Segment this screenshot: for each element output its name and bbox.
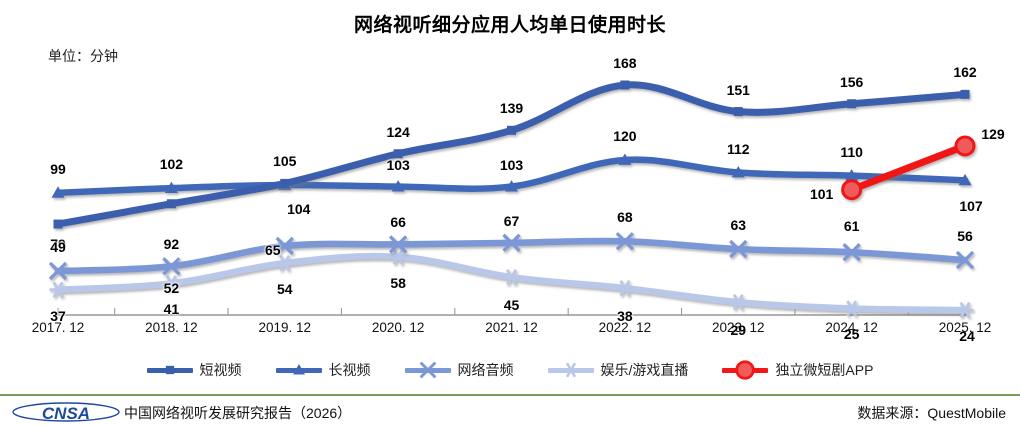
legend-item-0[interactable]: 短视频 [146, 360, 242, 380]
data-label: 162 [953, 64, 977, 81]
legend-marker-triangle-icon [275, 363, 322, 377]
legend-item-2[interactable]: 网络音频 [404, 360, 514, 380]
data-label: 102 [159, 156, 184, 173]
legend-item-3[interactable]: 娱乐/游戏直播 [547, 360, 689, 380]
legend-marker-asterisk-icon [547, 362, 594, 378]
data-label: 25 [843, 326, 860, 343]
data-label: 68 [617, 209, 633, 226]
data-label: 139 [499, 100, 524, 117]
x-tick-label: 2025. 12 [938, 320, 992, 335]
legend-marker-square-icon [146, 363, 193, 377]
data-label: 65 [264, 241, 281, 258]
data-label: 79 [50, 236, 66, 253]
x-tick-label: 2024. 12 [825, 320, 878, 335]
legend-item-4[interactable]: 独立微短剧APP [722, 360, 873, 380]
data-label: 120 [613, 128, 637, 144]
x-tick-label: 2020. 12 [371, 320, 425, 335]
unit-label: 单位：分钟 [48, 48, 118, 64]
report-name: 中国网络视听发展研究报告（2026） [124, 405, 352, 421]
legend-label: 短视频 [199, 362, 242, 378]
data-label: 24 [959, 328, 975, 344]
legend-label: 独立微短剧APP [775, 362, 874, 378]
legend-item-1[interactable]: 长视频 [275, 360, 371, 380]
svg-text:CNSA: CNSA [42, 404, 90, 423]
legend-marker-circle-icon [722, 360, 769, 380]
data-label: 104 [287, 201, 311, 217]
data-label: 168 [613, 55, 637, 71]
data-label: 52 [163, 280, 180, 297]
x-tick-label: 2023. 12 [711, 320, 765, 335]
series-4 [841, 135, 976, 201]
x-tick-label: 2019. 12 [258, 320, 312, 335]
data-label: 105 [273, 153, 297, 170]
data-label: 103 [386, 156, 410, 173]
series-2 [48, 232, 975, 281]
data-label: 37 [50, 307, 66, 324]
chart-legend: 短视频 长视频 网络音频 娱乐/游戏直播 独立微短剧APP [0, 360, 1020, 380]
data-label: 56 [957, 228, 973, 244]
data-label: 103 [499, 156, 524, 173]
legend-marker-x-icon [404, 361, 451, 379]
data-label: 101 [809, 185, 834, 202]
data-label: 66 [390, 214, 406, 231]
data-label: 58 [390, 274, 406, 291]
footer: CNSA 中国网络视听发展研究报告（2026） 数据来源：QuestMobile [0, 398, 1020, 425]
data-label: 45 [503, 297, 520, 314]
data-label: 41 [163, 301, 180, 318]
x-tick-label: 2022. 12 [598, 320, 652, 335]
data-source: 数据来源：QuestMobile [857, 405, 1006, 421]
x-tick-label: 2017. 12 [31, 320, 85, 335]
legend-label: 娱乐/游戏直播 [600, 362, 689, 378]
data-label: 151 [726, 81, 750, 98]
data-label: 107 [959, 198, 983, 215]
data-label: 67 [503, 212, 520, 229]
series-0 [53, 80, 970, 229]
data-label: 61 [843, 218, 860, 235]
x-tick-label: 2021. 12 [485, 320, 538, 335]
data-label: 63 [730, 217, 747, 234]
data-label: 99 [50, 160, 66, 177]
footer-divider [0, 394, 1020, 396]
data-label: 112 [726, 140, 750, 157]
x-tick-label: 2018. 12 [145, 320, 198, 335]
data-label: 124 [386, 123, 410, 140]
data-label: 110 [840, 143, 863, 160]
data-label: 38 [617, 308, 633, 325]
data-label: 156 [839, 73, 864, 90]
chart-title: 网络视听细分应用人均单日使用时长 [353, 15, 666, 36]
data-label: 92 [163, 235, 180, 252]
series-3 [49, 248, 974, 319]
legend-label: 网络音频 [457, 362, 514, 378]
data-label: 129 [981, 125, 1005, 142]
data-label: 54 [276, 281, 293, 298]
legend-label: 长视频 [328, 362, 371, 378]
cnsa-logo-icon: CNSA [12, 402, 120, 423]
data-label: 29 [730, 322, 747, 339]
data-label: 49 [50, 238, 66, 255]
